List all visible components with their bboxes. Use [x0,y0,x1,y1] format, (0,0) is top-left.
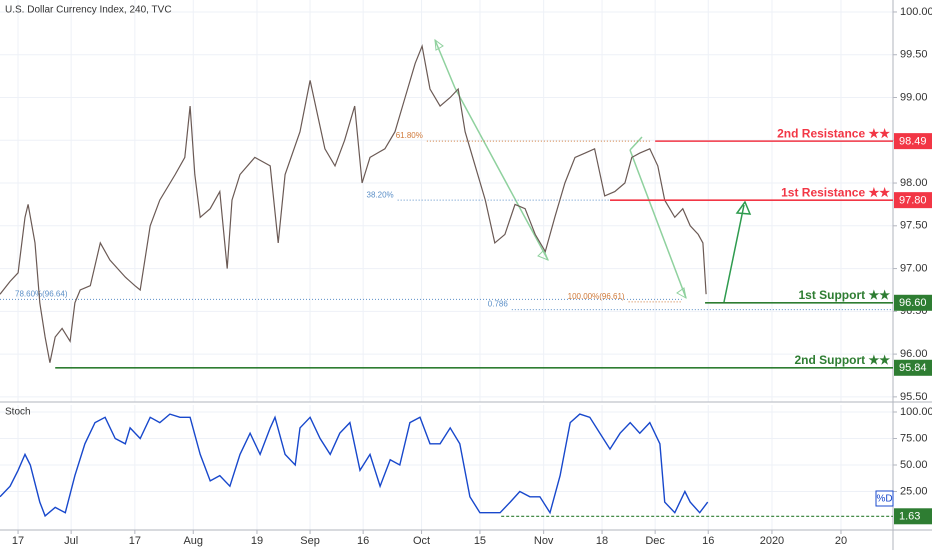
price-tag-label: 98.49 [899,136,927,148]
series-line [0,413,709,518]
price-tag-label: 1.63 [899,511,920,523]
y-tick-label: 98.00 [900,177,928,189]
chart-title: U.S. Dollar Currency Index, 240, TVC [5,5,172,16]
y-tick-label: 100.00 [900,406,932,418]
x-tick-label: 16 [702,535,714,547]
x-tick-label: 17 [129,535,141,547]
x-tick-label: 19 [251,535,263,547]
y-tick-label: 97.50 [900,220,928,232]
y-tick-label: 100.00 [900,6,932,18]
fib-label: 38.20% [367,190,394,199]
price-tag [894,294,932,311]
legend-box [875,490,894,507]
x-tick-label: 2020 [760,535,784,547]
x-tick-label: Dec [645,535,665,547]
fib-label: 100.00%(96.61) [568,292,625,301]
legend-label: %D [876,494,892,505]
x-tick-label: 15 [474,535,486,547]
plot-layer [0,0,893,530]
price-tag [894,192,932,209]
x-tick-label: Oct [413,535,430,547]
price-tag [894,133,932,150]
y-tick-label: 99.50 [900,49,928,61]
pane-title: Stoch [5,407,31,418]
y-tick-label: 95.50 [900,391,928,403]
x-tick-label: Sep [300,535,320,547]
y-tick-label: 75.00 [900,432,928,444]
price-tag-label: 97.80 [899,195,927,207]
x-tick-label: 17 [12,535,24,547]
x-tick-label: Jul [64,535,78,547]
arrow-line [454,87,549,261]
fib-label: 78.60%(96.64) [15,289,68,298]
arrow-head [434,38,444,51]
price-tag [894,359,932,376]
arrow-head [735,200,752,215]
x-tick-label: Nov [534,535,554,547]
price-tag [894,508,932,525]
x-tick-label: Aug [183,535,203,547]
arrow-head [537,249,549,261]
y-tick-label: 96.00 [900,348,928,360]
level-label: 2nd Resistance ★★ [777,126,890,140]
x-tick-label: 18 [596,535,608,547]
x-tick-label: 16 [357,535,369,547]
arrow-line [629,149,687,299]
y-tick-label: 50.00 [900,459,928,471]
level-label: 1st Support ★★ [798,288,890,302]
arrow-line [629,136,643,151]
level-label: 1st Resistance ★★ [781,185,890,199]
y-tick-label: 97.00 [900,262,928,274]
level-label: 2nd Support ★★ [794,353,890,367]
price-tag-label: 95.84 [899,362,927,374]
arrow-line [723,204,745,303]
series-line [0,44,707,363]
price-tag-label: 96.60 [899,297,927,309]
x-tick-label: 20 [835,535,847,547]
y-tick-label: 25.00 [900,485,928,497]
arrow-head [676,287,687,299]
arrow-line [434,39,456,89]
fib-label: 0.786 [488,300,509,309]
y-tick-label: 99.00 [900,91,928,103]
fib-label: 61.80% [396,131,423,140]
